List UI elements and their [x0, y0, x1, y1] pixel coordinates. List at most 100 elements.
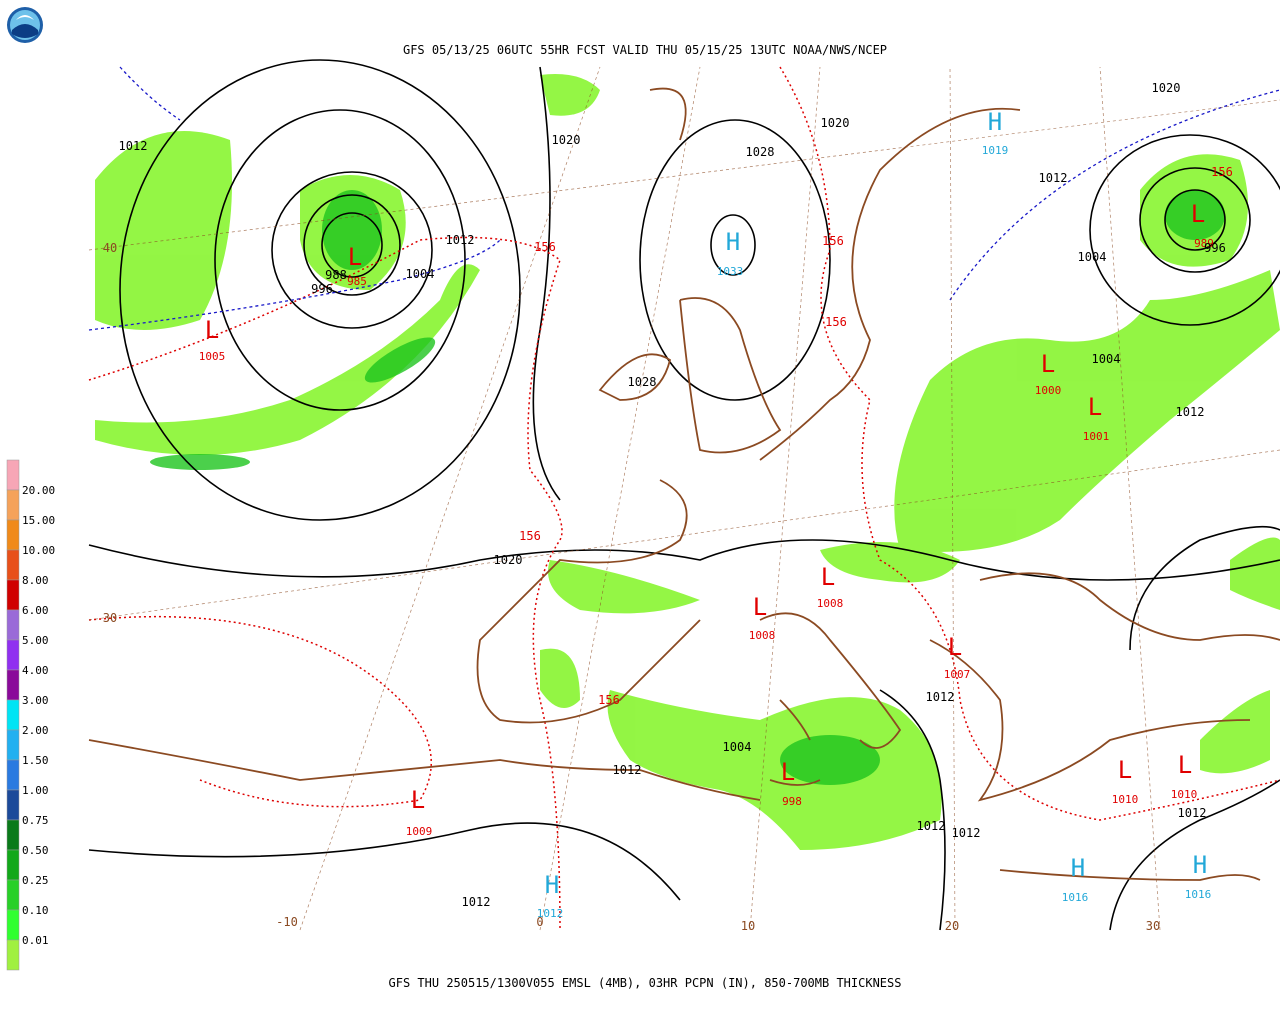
- center-symbol: L: [411, 786, 425, 814]
- legend-label: 4.00: [22, 664, 49, 677]
- graticule-label: 30: [103, 611, 117, 625]
- graticule-label: 10: [741, 919, 755, 933]
- isobar-label: 988: [325, 268, 347, 282]
- thickness-label: 156: [822, 234, 844, 248]
- legend-label: 0.25: [22, 874, 49, 887]
- center-symbol: L: [781, 758, 795, 786]
- center-value: 1000: [1035, 384, 1062, 397]
- legend-swatch: [6, 729, 20, 761]
- thickness-lines: [88, 66, 1280, 931]
- legend-swatch: [6, 759, 20, 791]
- legend-swatch: [6, 939, 20, 971]
- isobar-label: 1028: [746, 145, 775, 159]
- legend-label: 5.00: [22, 634, 49, 647]
- legend-swatch: [6, 639, 20, 671]
- legend-swatch: [6, 459, 20, 491]
- center-symbol: L: [1178, 751, 1192, 779]
- thickness-label: 156: [519, 529, 541, 543]
- thickness-label: 156: [1211, 165, 1233, 179]
- center-value: 1008: [817, 597, 844, 610]
- center-value: 998: [782, 795, 802, 808]
- legend-swatch: [6, 669, 20, 701]
- isobar-label: 1020: [494, 553, 523, 567]
- legend-swatch: [6, 789, 20, 821]
- legend-label: 15.00: [22, 514, 55, 527]
- isobar-label: 1012: [119, 139, 148, 153]
- legend-swatch: [6, 849, 20, 881]
- isobar-label: 1012: [952, 826, 981, 840]
- center-value: 1016: [1062, 891, 1089, 904]
- legend-swatch: [6, 579, 20, 611]
- legend-swatch: [6, 519, 20, 551]
- graticule-label: 30: [1146, 919, 1160, 933]
- legend-swatch: [6, 879, 20, 911]
- center-symbol: H: [545, 871, 559, 899]
- center-value: 1010: [1112, 793, 1139, 806]
- center-symbol: L: [948, 633, 962, 661]
- legend-swatch: [6, 699, 20, 731]
- isobar-label: 996: [1204, 241, 1226, 255]
- legend-label: 0.75: [22, 814, 49, 827]
- footer-caption: GFS THU 250515/1300V055 EMSL (4MB), 03HR…: [389, 976, 902, 990]
- isobar-label: 1012: [1039, 171, 1068, 185]
- coastlines: [88, 87, 1280, 881]
- center-symbol: L: [205, 316, 219, 344]
- legend-label: 2.00: [22, 724, 49, 737]
- legend-label: 8.00: [22, 574, 49, 587]
- isobar-label: 1012: [917, 819, 946, 833]
- isobar-label: 1012: [1176, 405, 1205, 419]
- thickness-label: 156: [825, 315, 847, 329]
- center-symbol: H: [726, 228, 740, 256]
- legend-label: 0.10: [22, 904, 49, 917]
- center-value: 1033: [717, 265, 744, 278]
- isobar-label: 1004: [1092, 352, 1121, 366]
- center-symbol: H: [1071, 854, 1085, 882]
- isobar-label: 1004: [1078, 250, 1107, 264]
- isobar-label: 1012: [613, 763, 642, 777]
- center-symbol: L: [1118, 756, 1132, 784]
- isobar-label: 1012: [1178, 806, 1207, 820]
- legend-swatch: [6, 609, 20, 641]
- center-value: 1016: [1185, 888, 1212, 901]
- legend-label: 6.00: [22, 604, 49, 617]
- center-symbol: L: [1088, 393, 1102, 421]
- isobar-label: 1020: [1152, 81, 1181, 95]
- isobar-label: 1012: [462, 895, 491, 909]
- legend-label: 3.00: [22, 694, 49, 707]
- center-value: 1005: [199, 350, 226, 363]
- center-value: 1009: [406, 825, 433, 838]
- legend-swatch: [6, 819, 20, 851]
- center-value: 1007: [944, 668, 971, 681]
- center-symbol: L: [348, 243, 362, 271]
- legend-label: 1.00: [22, 784, 49, 797]
- center-value: 1010: [1171, 788, 1198, 801]
- plot-area: [88, 59, 1280, 933]
- center-value: 989: [1194, 237, 1214, 250]
- center-symbol: L: [1191, 200, 1205, 228]
- legend-label: 1.50: [22, 754, 49, 767]
- center-value: 1008: [749, 629, 776, 642]
- noaa-logo: [7, 7, 43, 43]
- graticule: [88, 66, 1280, 931]
- legend-label: 10.00: [22, 544, 55, 557]
- title: GFS 05/13/25 06UTC 55HR FCST VALID THU 0…: [403, 43, 887, 57]
- graticule-label: -10: [276, 915, 298, 929]
- isobar-label: 1012: [926, 690, 955, 704]
- legend-label: 0.50: [22, 844, 49, 857]
- isobar-label: 1020: [552, 133, 581, 147]
- legend-swatch: [6, 489, 20, 521]
- legend-label: 0.01: [22, 934, 49, 947]
- graticule-label: 20: [945, 919, 959, 933]
- graticule-label: 0: [536, 915, 543, 929]
- center-symbol: L: [821, 563, 835, 591]
- legend-swatch: [6, 549, 20, 581]
- center-symbol: H: [988, 108, 1002, 136]
- isobar-label: 1028: [628, 375, 657, 389]
- center-value: 1019: [982, 144, 1009, 157]
- isobar-label: 1004: [406, 267, 435, 281]
- isobar-label: 1012: [446, 233, 475, 247]
- thickness-label: 156: [534, 240, 556, 254]
- center-symbol: H: [1193, 851, 1207, 879]
